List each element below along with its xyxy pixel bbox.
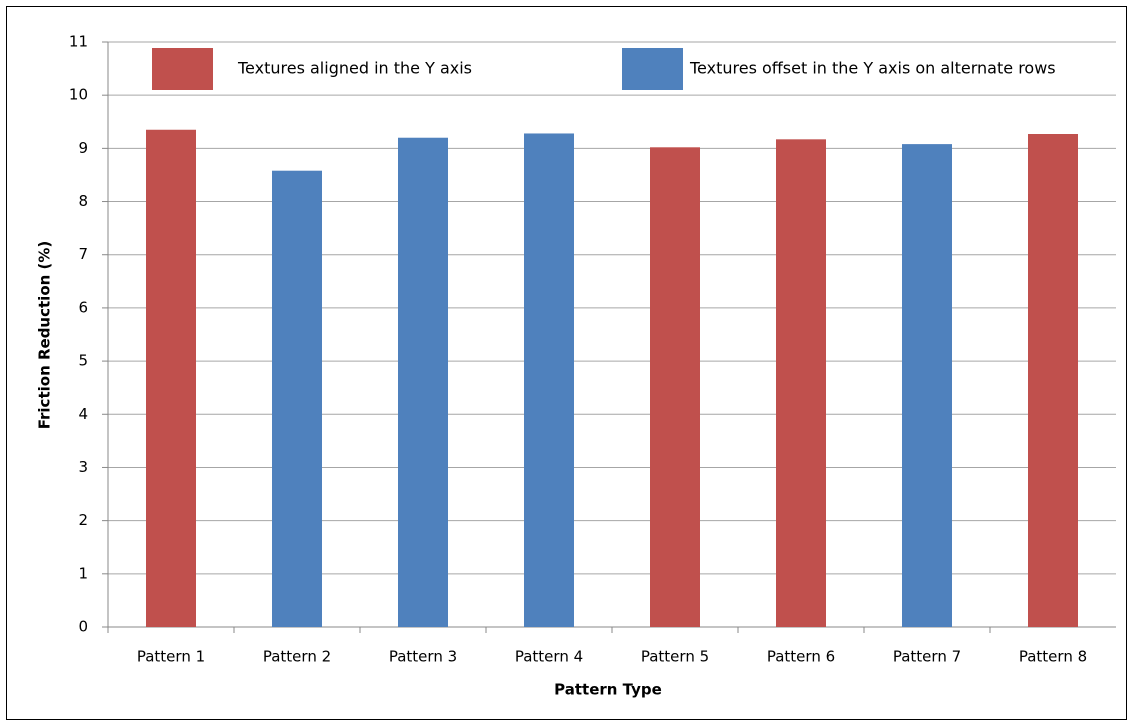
x-tick-label: Pattern 3 <box>389 648 457 666</box>
x-tick-label: Pattern 6 <box>767 648 835 666</box>
y-axis-label: Friction Reduction (%) <box>36 241 54 430</box>
bar <box>776 139 826 627</box>
legend-swatch <box>622 48 683 90</box>
bar <box>524 133 574 628</box>
y-tick-label: 9 <box>78 139 88 157</box>
y-tick-label: 0 <box>78 618 88 636</box>
legend-label: Textures offset in the Y axis on alterna… <box>689 59 1056 78</box>
y-tick-label: 4 <box>78 405 88 423</box>
legend-swatch <box>152 48 213 90</box>
x-tick-label: Pattern 5 <box>641 648 709 666</box>
x-tick-label: Pattern 4 <box>515 648 583 666</box>
bar <box>902 144 952 628</box>
bar <box>146 129 196 627</box>
bar <box>398 137 448 627</box>
y-tick-label: 7 <box>78 245 88 263</box>
bar <box>650 147 700 628</box>
x-tick-label: Pattern 2 <box>263 648 331 666</box>
bar <box>1028 134 1078 627</box>
legend-label: Textures aligned in the Y axis <box>237 59 472 78</box>
y-tick-label: 8 <box>78 192 88 210</box>
y-tick-label: 3 <box>78 458 88 476</box>
y-tick-label: 11 <box>69 33 88 51</box>
y-tick-label: 5 <box>78 352 88 370</box>
x-axis-label: Pattern Type <box>554 681 662 699</box>
bar <box>272 170 322 627</box>
y-tick-label: 2 <box>78 511 88 529</box>
y-tick-label: 6 <box>78 298 88 316</box>
y-tick-label: 1 <box>78 564 88 582</box>
x-tick-label: Pattern 8 <box>1019 648 1087 666</box>
y-tick-label: 10 <box>69 86 88 104</box>
x-tick-label: Pattern 7 <box>893 648 961 666</box>
x-tick-label: Pattern 1 <box>137 648 205 666</box>
